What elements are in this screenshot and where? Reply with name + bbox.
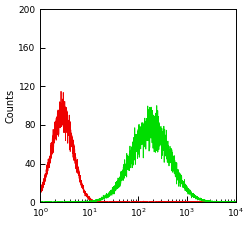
Y-axis label: Counts: Counts bbox=[6, 89, 16, 123]
